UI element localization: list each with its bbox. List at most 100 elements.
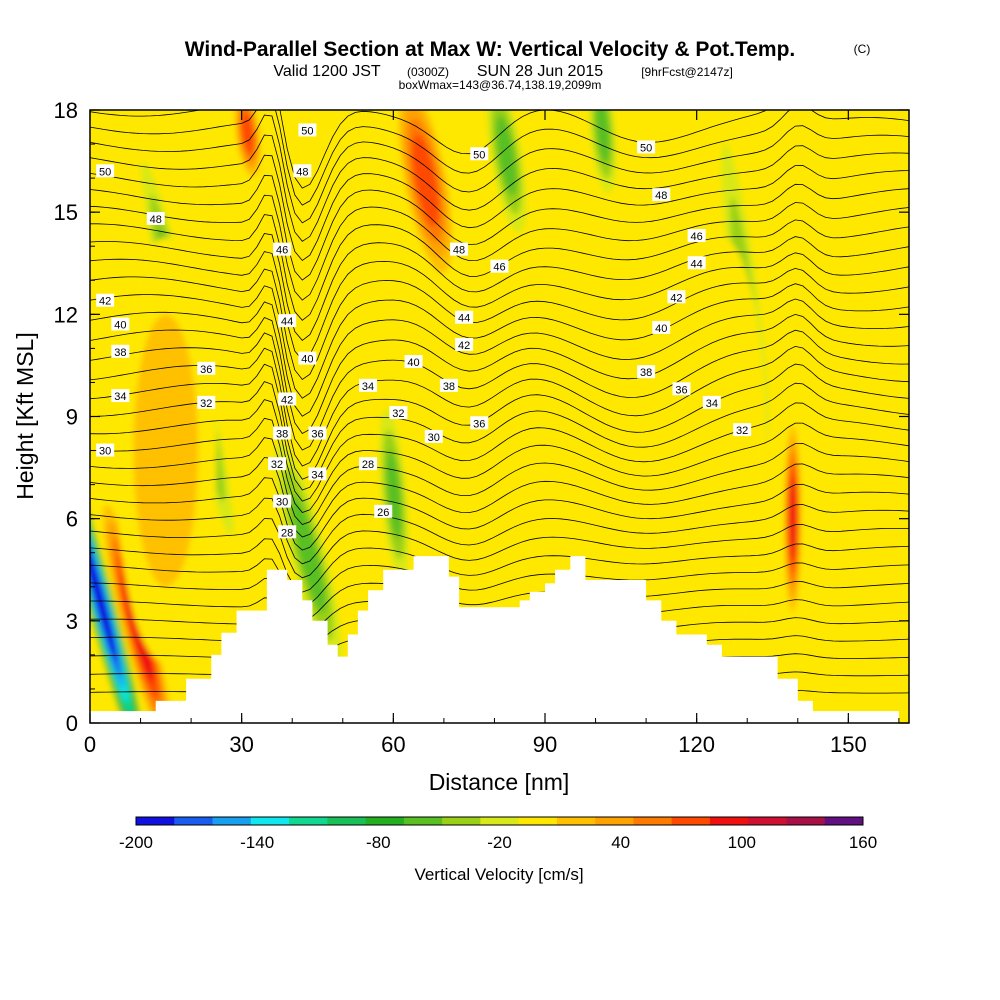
theta-label-text: 42 xyxy=(458,340,470,352)
y-tick-label: 0 xyxy=(66,711,78,736)
theta-isentrope xyxy=(90,363,909,480)
theta-label-text: 50 xyxy=(640,142,652,154)
w-contour-fill xyxy=(386,450,402,539)
box-wmax-label: boxWmax=143@36.74,138.19,2099m xyxy=(399,78,602,92)
theta-isentrope xyxy=(90,134,909,242)
colorbar-tick-label: -20 xyxy=(487,833,512,852)
y-tick-label: 6 xyxy=(66,507,78,532)
theta-label-box xyxy=(652,188,671,202)
theta-label: 36 xyxy=(672,382,691,396)
colorbar: -200 -140 -80 -20 40 100 160 xyxy=(119,816,877,852)
theta-label-box xyxy=(278,525,297,539)
w-contour-fill xyxy=(90,529,117,662)
theta-label: 48 xyxy=(450,242,469,257)
theta-label-text: 44 xyxy=(458,313,470,325)
colorbar-swatch xyxy=(518,817,558,825)
theta-label-text: 50 xyxy=(301,125,313,137)
theta-label: 48 xyxy=(293,164,312,178)
colorbar-label: Vertical Velocity [cm/s] xyxy=(414,865,583,884)
theta-label-box xyxy=(637,140,656,154)
theta-label: 50 xyxy=(637,140,656,154)
x-tick-label: 0 xyxy=(84,732,96,757)
theta-label: 48 xyxy=(146,211,165,226)
theta-isentrope xyxy=(90,417,909,513)
colorbar-swatch xyxy=(403,817,443,825)
theta-label: 32 xyxy=(197,395,216,410)
theta-label: 40 xyxy=(652,320,671,335)
theta-label-box xyxy=(268,457,287,471)
theta-label-box xyxy=(111,389,130,403)
theta-label-text: 40 xyxy=(655,323,667,335)
theta-label-text: 40 xyxy=(301,354,313,366)
theta-label-box xyxy=(687,229,706,243)
chart-subtitle: Valid 1200 JST (0300Z) SUN 28 Jun 2015 [… xyxy=(273,63,732,80)
theta-label-box xyxy=(146,211,165,225)
theta-label-text: 30 xyxy=(428,432,440,444)
theta-isentrope xyxy=(90,313,909,435)
theta-label-text: 34 xyxy=(362,381,374,393)
colorbar-swatch xyxy=(556,817,596,825)
theta-label-box xyxy=(702,395,721,409)
w-feature-4 xyxy=(232,110,263,185)
theta-label: 36 xyxy=(308,426,327,441)
theta-label: 48 xyxy=(652,188,671,202)
theta-isentrope xyxy=(90,283,909,399)
y-tick-label: 15 xyxy=(54,200,78,225)
theta-label-box xyxy=(96,443,115,457)
theta-label: 42 xyxy=(96,293,115,308)
theta-label-box xyxy=(111,344,130,358)
theta-label-text: 32 xyxy=(271,459,283,471)
theta-label: 40 xyxy=(111,317,130,332)
theta-label-box xyxy=(404,355,423,369)
w-feature-8 xyxy=(486,110,527,233)
colorbar-frame xyxy=(135,816,864,826)
theta-label-box xyxy=(667,290,686,304)
theta-label-text: 38 xyxy=(443,381,455,393)
theta-label-box xyxy=(278,392,297,406)
theta-label-text: 34 xyxy=(706,398,718,410)
theta-label-text: 32 xyxy=(392,408,404,420)
theta-label-box xyxy=(111,317,130,331)
theta-label: 30 xyxy=(96,443,115,458)
theta-isentrope xyxy=(90,154,909,262)
w-contour-fill xyxy=(677,237,767,664)
theta-label-text: 36 xyxy=(675,384,687,396)
x-tick-label: 60 xyxy=(381,732,405,757)
theta-isentrope xyxy=(90,381,909,491)
theta-label-box xyxy=(389,406,408,420)
theta-label-text: 36 xyxy=(200,364,212,376)
theta-label: 38 xyxy=(273,426,292,441)
theta-label-text: 42 xyxy=(281,394,293,406)
theta-label-text: 36 xyxy=(473,418,485,430)
theta-isentrope xyxy=(90,110,768,189)
theta-label: 34 xyxy=(111,389,130,403)
theta-label-box xyxy=(308,426,327,440)
colorbar-swatch xyxy=(480,817,520,825)
copyright-mark: (C) xyxy=(854,42,871,56)
theta-isentrope xyxy=(90,114,909,224)
theta-label: 44 xyxy=(687,256,706,270)
theta-label-text: 38 xyxy=(640,367,652,379)
theta-isentrope xyxy=(90,518,909,579)
theta-isentrope xyxy=(90,578,909,622)
theta-label: 28 xyxy=(359,457,378,471)
theta-label: 36 xyxy=(197,361,216,376)
theta-isentrope xyxy=(90,194,909,301)
colorbar-swatch xyxy=(212,817,252,825)
theta-label: 42 xyxy=(455,337,474,352)
theta-label-text: 38 xyxy=(276,429,288,441)
theta-label-box xyxy=(273,242,292,256)
theta-label-text: 28 xyxy=(362,459,374,471)
theta-label-box xyxy=(298,351,317,365)
theta-isentrope xyxy=(90,329,909,451)
theta-isentrope xyxy=(90,110,909,206)
theta-isentrope xyxy=(90,437,909,525)
x-tick-label: 30 xyxy=(229,732,253,757)
theta-label: 50 xyxy=(470,147,489,161)
theta-label-text: 28 xyxy=(281,527,293,539)
theta-label-box xyxy=(359,378,378,392)
colorbar-swatch xyxy=(709,817,749,825)
colorbar-tick-label: -200 xyxy=(119,833,153,852)
y-tick-label: 12 xyxy=(54,302,78,327)
